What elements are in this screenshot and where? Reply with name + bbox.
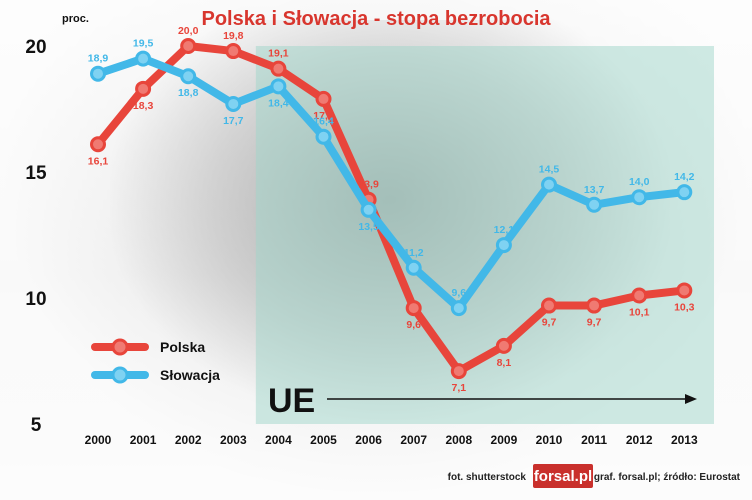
x-tick-label: 2009 xyxy=(491,433,518,447)
data-label-slowacja: 11,2 xyxy=(404,247,424,259)
axes: 5 10 15 20 2000 2001 2002 2003 2004 2005 2006 2007 2… xyxy=(25,37,698,447)
x-tick-label: 2010 xyxy=(536,433,563,447)
data-label-slowacja: 16,4 xyxy=(313,116,334,128)
data-point-polska xyxy=(315,90,332,107)
data-point-polska xyxy=(676,282,693,299)
data-point-polska xyxy=(135,80,152,97)
data-label-slowacja: 18,9 xyxy=(88,53,109,65)
data-label-slowacja: 14,2 xyxy=(674,171,695,183)
data-label-polska: 20,0 xyxy=(178,25,199,37)
data-label-polska: 16,1 xyxy=(88,155,109,167)
footer: fot. shutterstock forsal.pl graf. forsal… xyxy=(448,464,741,488)
data-point-polska xyxy=(541,297,557,314)
data-label-slowacja: 17,7 xyxy=(223,115,244,127)
data-point-slowacja xyxy=(495,237,512,254)
legend-label-polska: Polska xyxy=(160,339,205,355)
data-label-polska: 19,8 xyxy=(223,30,244,42)
legend-label-slowacja: Słowacja xyxy=(160,367,220,383)
data-point-polska xyxy=(495,337,512,354)
forsal-logo-text: forsal.pl xyxy=(534,468,592,485)
data-label-polska: 18,3 xyxy=(133,100,154,112)
data-label-slowacja: 18,4 xyxy=(268,97,289,109)
data-point-slowacja xyxy=(315,128,332,145)
data-point-polska xyxy=(631,287,648,304)
data-label-slowacja: 13,5 xyxy=(358,221,379,233)
data-label-polska: 17,9 xyxy=(313,110,334,122)
series-layer xyxy=(90,38,693,380)
data-point-slowacja xyxy=(225,95,242,112)
y-tick-label: 20 xyxy=(25,37,46,58)
series-line-slowacja xyxy=(94,54,689,313)
data-label-slowacja: 14,0 xyxy=(629,176,650,188)
y-axis-unit-label: proc. xyxy=(62,13,89,25)
data-label-polska: 19,1 xyxy=(268,48,289,60)
data-label-slowacja: 14,5 xyxy=(539,164,560,176)
data-labels-layer: 16,1 18,3 20,0 19,8 19,1 17,9 13,9 9,6 7,1 8,1 9,7… xyxy=(88,25,695,394)
x-tick-label: 2011 xyxy=(581,433,607,447)
ue-annotation: UE xyxy=(268,382,697,420)
data-label-slowacja: 18,8 xyxy=(178,87,199,99)
data-point-slowacja xyxy=(541,176,557,193)
data-point-slowacja xyxy=(631,189,648,206)
legend-marker-slowacja xyxy=(111,366,129,384)
data-label-polska: 9,7 xyxy=(587,317,602,329)
data-point-polska xyxy=(270,60,287,77)
data-point-slowacja xyxy=(450,300,467,317)
data-label-polska: 7,1 xyxy=(451,382,466,394)
x-tick-label: 2003 xyxy=(220,433,247,447)
x-tick-label: 2000 xyxy=(85,433,112,447)
data-point-slowacja xyxy=(270,78,287,95)
legend: Polska Słowacja xyxy=(91,338,220,384)
data-point-polska xyxy=(225,43,242,60)
data-point-polska xyxy=(450,363,467,380)
data-label-polska: 13,9 xyxy=(358,179,379,191)
chart-title: Polska i Słowacja - stopa bezrobocia xyxy=(202,8,552,30)
data-point-slowacja xyxy=(90,65,106,82)
ue-label: UE xyxy=(268,382,315,420)
x-tick-label: 2013 xyxy=(671,433,698,447)
data-point-slowacja xyxy=(135,50,152,67)
x-tick-label: 2005 xyxy=(310,433,337,447)
data-label-slowacja: 12,1 xyxy=(494,224,515,236)
data-point-polska xyxy=(180,38,197,54)
y-tick-label: 15 xyxy=(25,163,47,184)
data-label-polska: 10,3 xyxy=(674,301,695,313)
data-label-polska: 8,1 xyxy=(497,357,512,369)
data-label-slowacja: 9,6 xyxy=(451,287,466,299)
x-tick-label: 2002 xyxy=(175,433,202,447)
ue-arrow-head xyxy=(685,394,697,404)
x-tick-label: 2006 xyxy=(355,433,382,447)
data-point-slowacja xyxy=(360,201,377,218)
source-credit: graf. forsal.pl; źródło: Eurostat xyxy=(594,472,741,483)
x-tick-label: 2007 xyxy=(400,433,427,447)
data-label-polska: 9,6 xyxy=(406,319,421,331)
data-point-slowacja xyxy=(180,68,197,85)
forsal-logo-badge xyxy=(533,464,593,488)
x-tick-label: 2012 xyxy=(626,433,653,447)
x-tick-label: 2008 xyxy=(445,433,472,447)
y-tick-label: 5 xyxy=(31,415,42,436)
photo-credit: fot. shutterstock xyxy=(448,472,527,483)
data-point-slowacja xyxy=(676,184,693,201)
data-point-slowacja xyxy=(586,196,603,213)
legend-marker-polska xyxy=(111,338,129,356)
data-label-slowacja: 19,5 xyxy=(133,38,154,50)
data-point-polska xyxy=(586,297,603,314)
data-label-polska: 9,7 xyxy=(542,317,557,329)
y-tick-label: 10 xyxy=(25,289,46,310)
data-label-polska: 10,1 xyxy=(629,306,650,318)
data-label-slowacja: 13,7 xyxy=(584,184,605,196)
data-point-polska xyxy=(405,300,422,317)
x-tick-label: 2004 xyxy=(265,433,292,447)
data-point-polska xyxy=(90,136,106,153)
data-point-slowacja xyxy=(405,259,422,276)
x-tick-label: 2001 xyxy=(130,433,157,447)
